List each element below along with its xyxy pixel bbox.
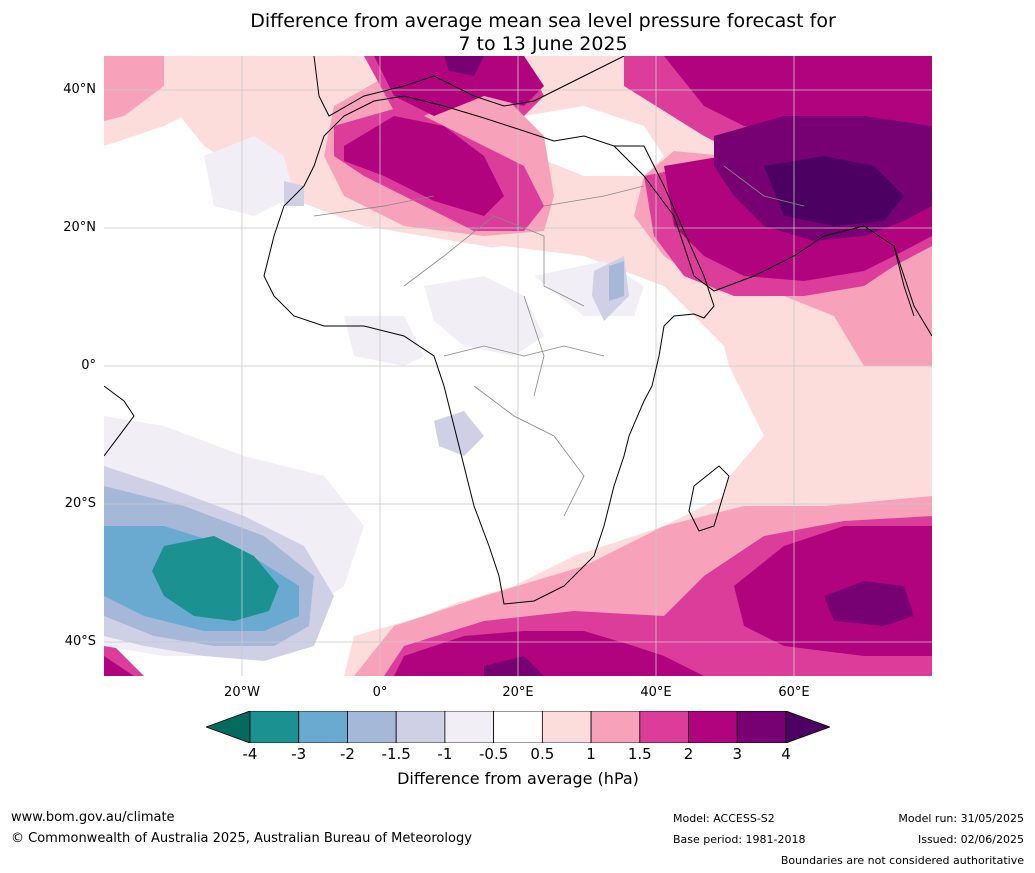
footer-disclaimer: Boundaries are not considered authoritat… — [780, 854, 1024, 867]
footer-copyright: © Commonwealth of Australia 2025, Austra… — [11, 831, 472, 846]
colorbar-tick-label: 1 — [586, 745, 596, 763]
colorbar-tick-label: -1.5 — [381, 745, 411, 763]
footer-base-period: Base period: 1981-2018 — [673, 833, 806, 846]
colorbar-cell — [395, 711, 446, 743]
colorbar — [206, 711, 830, 743]
lat-label-40s: 40°S — [64, 634, 96, 649]
colorbar-cell — [444, 711, 495, 743]
colorbar-tick-label: -0.5 — [478, 745, 509, 763]
title-line-1: Difference from average mean sea level p… — [250, 10, 836, 32]
lon-label-40e: 40°E — [640, 685, 672, 700]
colorbar-cell — [249, 711, 300, 743]
colorbar-label: Difference from average (hPa) — [397, 769, 639, 788]
lat-label-40n: 40°N — [63, 82, 96, 97]
map-title: Difference from average mean sea level p… — [0, 10, 1035, 56]
colorbar-tick-label: -2 — [339, 745, 355, 763]
footer-model: Model: ACCESS-S2 — [673, 812, 775, 825]
lat-label-20s: 20°S — [64, 496, 96, 511]
colorbar-tick-label: -4 — [242, 745, 258, 763]
africa-coastline — [263, 95, 715, 605]
colorbar-tick-label: -1 — [437, 745, 453, 763]
colorbar-tick-label: 3 — [732, 745, 743, 763]
europe-coastline — [313, 56, 625, 117]
south-america-coastline — [104, 385, 135, 457]
colorbar-tick-label: 1.5 — [627, 745, 652, 763]
footer-issued: Issued: 02/06/2025 — [917, 833, 1024, 846]
colorbar-over-arrow — [785, 711, 830, 743]
coastlines — [104, 56, 932, 605]
colorbar-cell — [590, 711, 641, 743]
lon-label-60e: 60°E — [778, 685, 810, 700]
colorbar-tick-label: 2 — [683, 745, 694, 763]
colorbar-tick-label: 4 — [781, 745, 791, 763]
title-line-2: 7 to 13 June 2025 — [458, 33, 628, 55]
graticule — [104, 56, 932, 676]
colorbar-cell — [493, 711, 543, 743]
anomaly-neg-3-to-neg-4 — [152, 536, 279, 621]
colorbar-tick-label: -3 — [291, 745, 307, 763]
madagascar-coastline — [688, 465, 730, 532]
footer-url[interactable]: www.bom.gov.au/climate — [11, 810, 175, 825]
lon-label-20w: 20°W — [224, 685, 260, 700]
lat-label-20n: 20°N — [63, 220, 96, 235]
colorbar-under-arrow — [206, 711, 251, 743]
pressure-anomaly-map — [104, 56, 932, 676]
india-coastline — [893, 245, 932, 337]
anomaly-above-4 — [764, 156, 904, 226]
footer-model-run: Model run: 31/05/2025 — [898, 812, 1024, 825]
colorbar-cell — [347, 711, 397, 743]
country-borders — [313, 165, 805, 517]
colorbar-cell — [736, 711, 787, 743]
lon-label-20e: 20°E — [502, 685, 534, 700]
colorbar-cell — [298, 711, 348, 743]
arabia-coastline — [613, 145, 915, 317]
lon-label-0: 0° — [372, 685, 388, 700]
colorbar-cell — [639, 711, 689, 743]
lat-label-0: 0° — [81, 358, 96, 373]
colorbar-cell — [541, 711, 592, 743]
colorbar-cell — [688, 711, 738, 743]
colorbar-tick-label: 0.5 — [530, 745, 555, 763]
